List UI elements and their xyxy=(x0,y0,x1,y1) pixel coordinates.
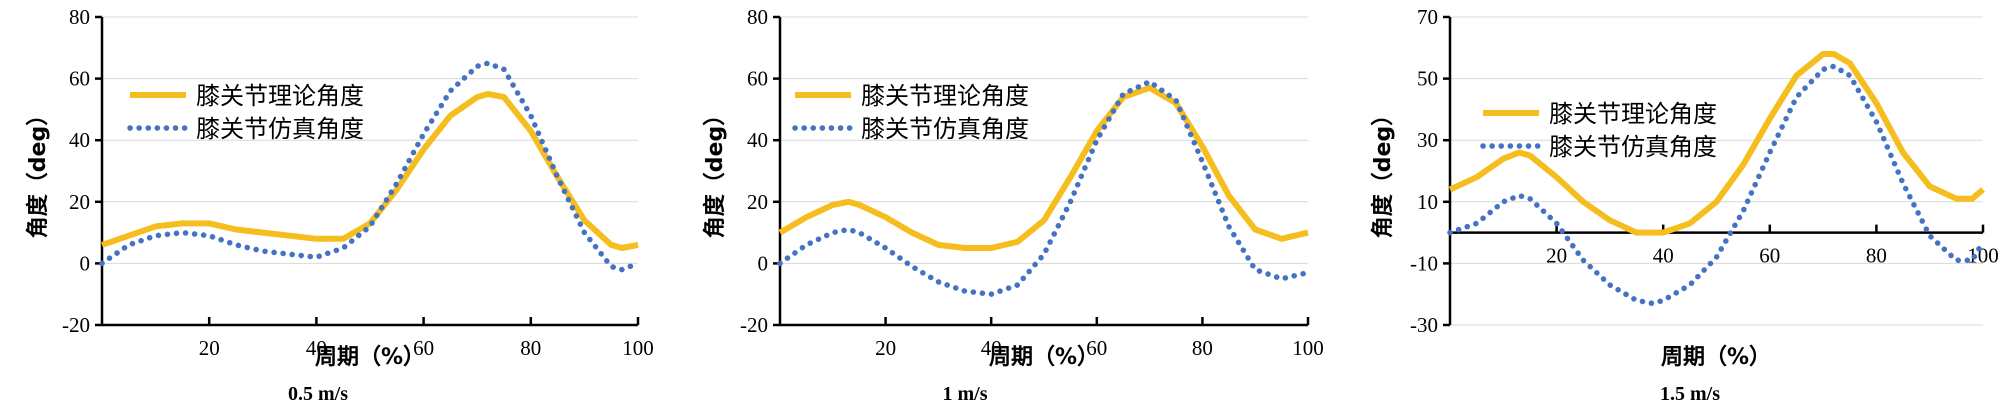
x-tick-label: 40 xyxy=(306,336,327,360)
x-tick-label: 40 xyxy=(981,336,1002,360)
simulated-angle-line xyxy=(1447,63,1986,307)
simulated-angle-line xyxy=(777,78,1311,297)
x-tick-label: 20 xyxy=(199,336,220,360)
x-tick-label: 100 xyxy=(1292,336,1324,360)
y-tick-label: 70 xyxy=(1417,5,1438,29)
y-tick-label: 0 xyxy=(80,251,91,275)
legend-label: 膝关节理论角度 xyxy=(1549,100,1717,128)
x-axis-label: 周期（%） xyxy=(315,345,425,370)
theoretical-angle-line xyxy=(1448,51,1985,236)
x-tick-label: 20 xyxy=(1546,244,1567,268)
legend-label: 膝关节仿真角度 xyxy=(861,115,1029,143)
x-tick-label: 100 xyxy=(622,336,654,360)
x-tick-label: 60 xyxy=(1086,336,1107,360)
y-tick-label: 10 xyxy=(1417,190,1438,214)
y-axis-label: 角度（deg） xyxy=(702,104,728,238)
x-axis-label: 周期（%） xyxy=(1661,345,1771,370)
y-tick-label: 40 xyxy=(69,128,90,152)
caption-0.5ms: 0.5 m/s xyxy=(288,383,348,405)
theoretical-angle-line xyxy=(778,84,1309,251)
x-tick-label: 80 xyxy=(520,336,541,360)
y-axis-label: 角度（deg） xyxy=(1370,104,1396,238)
y-tick-label: 40 xyxy=(747,128,768,152)
legend-label: 膝关节理论角度 xyxy=(861,82,1029,110)
x-tick-label: 80 xyxy=(1192,336,1213,360)
y-tick-label: 80 xyxy=(69,5,90,29)
y-tick-label: 20 xyxy=(69,190,90,214)
legend-label: 膝关节仿真角度 xyxy=(1549,133,1717,161)
y-tick-label: -20 xyxy=(740,313,768,337)
y-tick-label: 60 xyxy=(69,67,90,91)
x-tick-label: 80 xyxy=(1866,244,1887,268)
caption-1ms: 1 m/s xyxy=(942,383,988,405)
x-tick-label: 20 xyxy=(875,336,896,360)
x-tick-label: 60 xyxy=(413,336,434,360)
legend-label: 膝关节仿真角度 xyxy=(196,115,364,143)
y-tick-label: 0 xyxy=(758,251,769,275)
chart-0: -20 0 20 40 60 80 20 40 60 80 100 膝关节理论角度膝关节仿真角度周期（… xyxy=(25,5,654,370)
y-tick-label: 30 xyxy=(1417,128,1438,152)
x-tick-label: 40 xyxy=(1653,244,1674,268)
y-tick-label: 60 xyxy=(747,67,768,91)
y-tick-label: 50 xyxy=(1417,67,1438,91)
x-axis-label: 周期（%） xyxy=(989,345,1099,370)
chart-1: -20 0 20 40 60 80 20 40 60 80 100 膝关节理论角度膝关节仿真角度周期（… xyxy=(702,5,1324,370)
y-tick-label: 20 xyxy=(747,190,768,214)
y-tick-label: -30 xyxy=(1410,313,1438,337)
simulated-angle-line xyxy=(99,60,641,273)
y-tick-label: 80 xyxy=(747,5,768,29)
y-tick-label: -20 xyxy=(62,313,90,337)
legend-label: 膝关节理论角度 xyxy=(196,82,364,110)
y-tick-label: -10 xyxy=(1410,251,1438,275)
x-tick-label: 60 xyxy=(1759,244,1780,268)
caption-1.5ms: 1.5 m/s xyxy=(1660,383,1720,405)
y-axis-label: 角度（deg） xyxy=(25,104,51,238)
